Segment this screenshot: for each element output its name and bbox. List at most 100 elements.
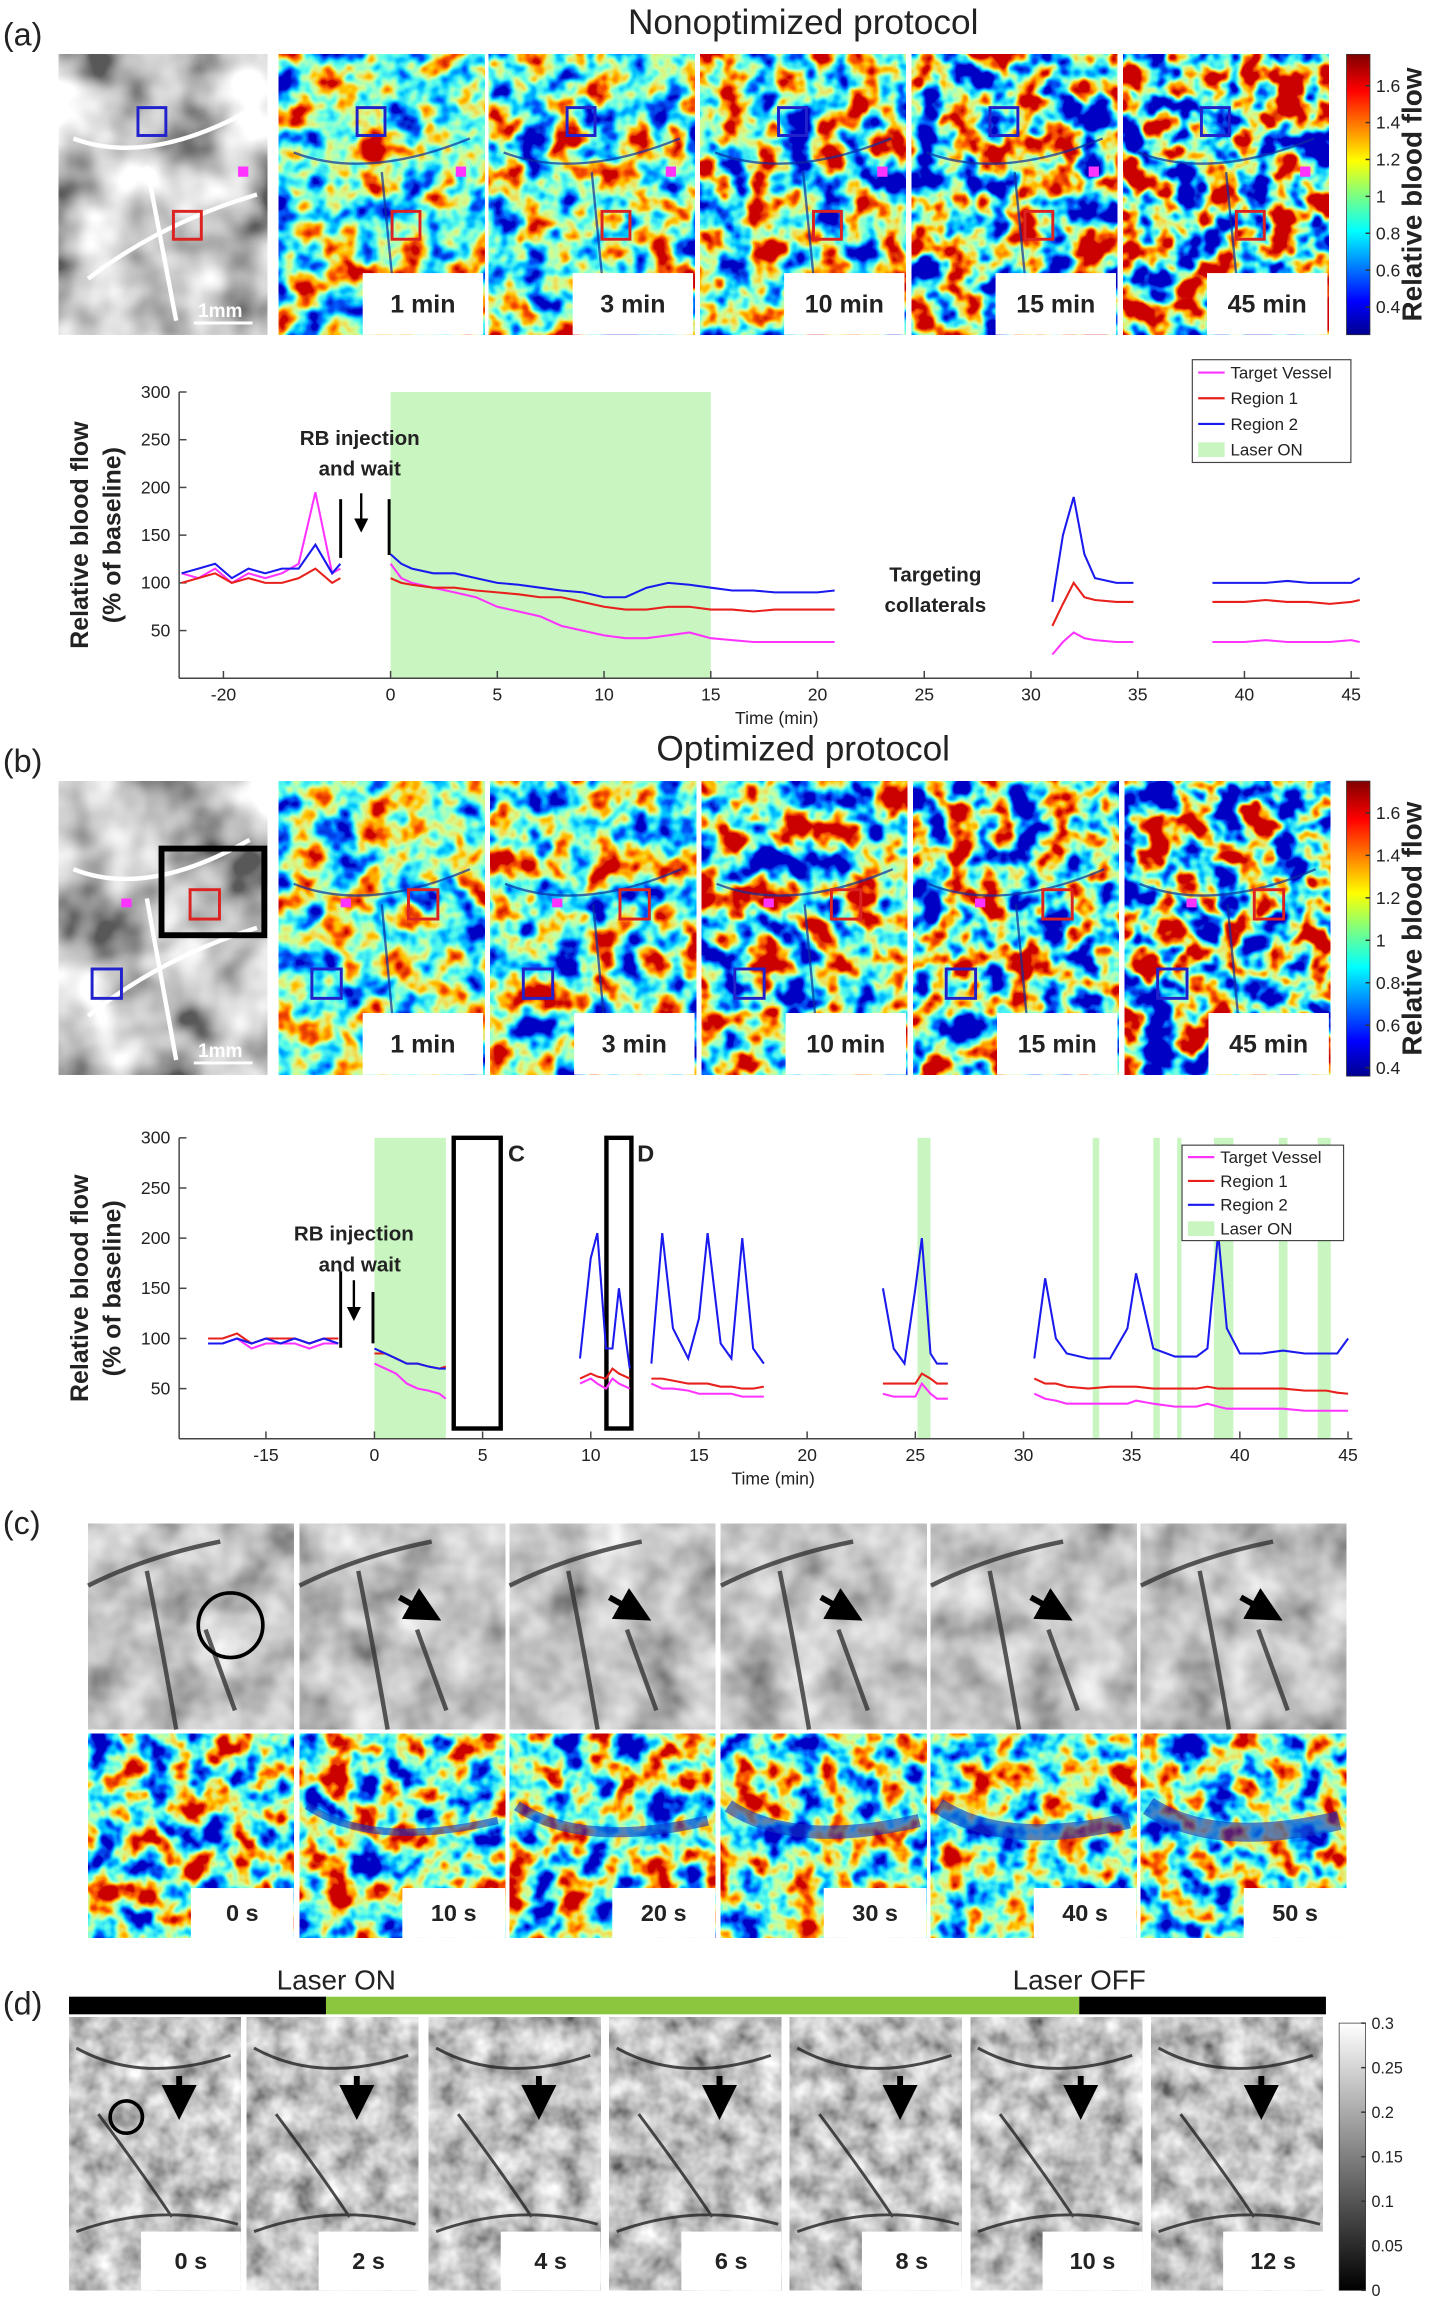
vessel (796, 2046, 960, 2233)
arrow (819, 1588, 863, 1621)
roi-box (812, 209, 843, 241)
frame-label-box (823, 1888, 927, 1938)
frame-label-box (574, 1013, 695, 1075)
legend-label: Region 1 (1230, 389, 1298, 408)
frame-label-box (995, 273, 1116, 335)
x-tick-label: 30 (1014, 1445, 1034, 1465)
laser-on-span (917, 1137, 931, 1439)
target-vessel (1088, 166, 1099, 177)
x-tick-label: 40 (1230, 1445, 1250, 1465)
vessel (1157, 2046, 1321, 2233)
y-axis-label: (% of baseline) (98, 1200, 126, 1376)
target-vessel (877, 166, 888, 177)
frame-label-box (140, 2231, 241, 2291)
y-tick-label: 300 (141, 1128, 171, 1148)
x-tick-label: -15 (253, 1445, 279, 1465)
colorbar-label: Relative blood flow (1396, 67, 1427, 321)
legend-label: Target Vessel (1230, 363, 1331, 382)
roi-box (171, 209, 203, 241)
target-circle (108, 2099, 145, 2136)
occluded-vessel (933, 1799, 1132, 1841)
gray-frame (1140, 1523, 1347, 1730)
frame-label: 45 min (1229, 1031, 1308, 1059)
frame-label-box (362, 1013, 484, 1075)
legend-label: Region 2 (1230, 415, 1298, 434)
occluded-vessel (304, 1802, 499, 1836)
frame-label-box (1243, 1888, 1347, 1938)
frame-label-box (402, 1888, 506, 1938)
annotation: D (637, 1140, 654, 1166)
arrow (1029, 1588, 1073, 1621)
frame-label: 3 min (602, 1031, 667, 1059)
x-tick-label: 40 (1235, 684, 1255, 704)
target-vessel (974, 898, 986, 908)
colorbar-tick-label: 1.2 (1376, 150, 1400, 170)
roi-box (355, 106, 387, 137)
colorbar-tick-label: 0.8 (1376, 973, 1401, 993)
frame-label-box (997, 1013, 1118, 1075)
x-axis-label: Time (min) (735, 708, 818, 728)
panel-label: (d) (3, 1985, 42, 2021)
colorbar-tick-label: 1.6 (1376, 803, 1401, 823)
panel-label: (a) (3, 17, 42, 53)
frame-label-box (1206, 273, 1328, 335)
x-tick-label: 45 (1341, 684, 1361, 704)
colorbar-tick-label: 0.6 (1376, 260, 1401, 280)
frame-label: 10 s (1070, 2248, 1116, 2274)
x-tick-label: 30 (1021, 684, 1041, 704)
frame-label-box (1208, 1013, 1329, 1075)
laser-on-span (1153, 1137, 1160, 1439)
roi-box (1023, 209, 1055, 241)
target-vessel (455, 166, 467, 177)
colorbar-tick-label: 0.8 (1376, 223, 1401, 243)
roi-box (136, 106, 168, 137)
colorbar-label: Relative blood flow (1396, 801, 1427, 1055)
x-tick-label: 45 (1338, 1445, 1358, 1465)
x-tick-label: 15 (689, 1445, 709, 1465)
panel-label: (b) (3, 743, 42, 779)
colorbar-tick-label: 0.2 (1371, 2104, 1393, 2122)
frame-label: 0 s (226, 1900, 259, 1926)
roi-box (600, 209, 632, 241)
panel-title: Optimized protocol (656, 730, 950, 769)
frame-label: 3 min (600, 291, 665, 319)
zoom-box (451, 1135, 503, 1431)
scale-bar-label: 1mm (198, 301, 243, 322)
laser-on-span (390, 391, 711, 679)
x-tick-label: 5 (478, 1445, 488, 1465)
arrow (1239, 1588, 1283, 1621)
legend-label: Laser ON (1220, 1220, 1292, 1239)
frame-label: 4 s (534, 2248, 567, 2274)
frame-label: 6 s (715, 2248, 748, 2274)
roi-box (1041, 888, 1074, 921)
x-tick-label: 5 (492, 684, 502, 704)
frame-label: 15 min (1016, 291, 1095, 319)
x-tick-label: 25 (906, 1445, 926, 1465)
annotation: RB injection (294, 1223, 414, 1246)
series-line (181, 496, 1361, 603)
zoom-box (158, 845, 268, 939)
vessel (929, 1539, 1080, 1730)
y-tick-label: 300 (141, 382, 171, 402)
vessel (977, 2046, 1140, 2233)
series-line (208, 1232, 1349, 1370)
roi-box (829, 888, 863, 921)
colorbar (1346, 53, 1371, 336)
colorbar-tick-label: 1.4 (1376, 113, 1401, 133)
occluded-vessel (514, 1801, 709, 1838)
occluded-vessel (724, 1800, 921, 1839)
annotation: Targeting (889, 563, 981, 586)
roi-box (1252, 888, 1286, 921)
y-tick-label: 100 (141, 1328, 171, 1348)
frame-label-box (318, 2231, 419, 2291)
x-tick-label: -20 (211, 684, 237, 704)
vessel (435, 2046, 599, 2233)
x-tick-label: 0 (370, 1445, 380, 1465)
x-tick-label: 25 (914, 684, 934, 704)
colorbar-tick-label: 0 (1371, 2282, 1380, 2300)
roi-box (944, 967, 978, 1000)
frame-label: 1 min (390, 291, 455, 319)
colorbar (1346, 780, 1371, 1077)
target-vessel (1300, 166, 1311, 177)
